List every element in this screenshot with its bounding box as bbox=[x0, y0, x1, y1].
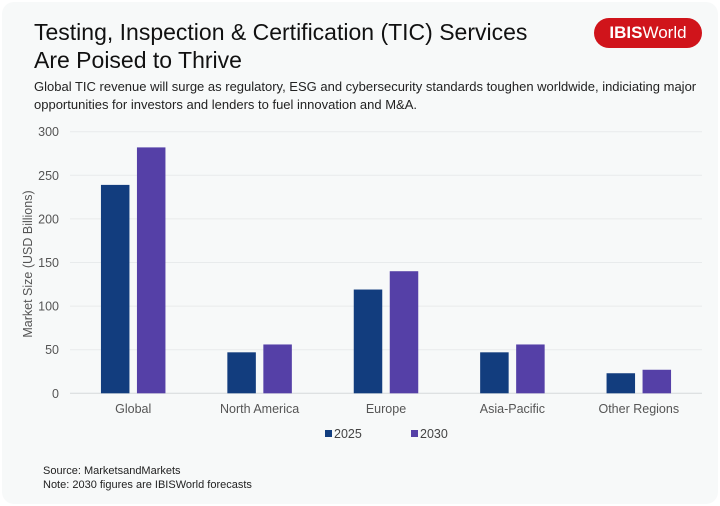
y-tick-label: 100 bbox=[38, 300, 59, 314]
bar-2030-asia-pacific bbox=[516, 344, 545, 394]
y-tick-label: 50 bbox=[45, 343, 59, 357]
forecast-note: Note: 2030 figures are IBISWorld forecas… bbox=[43, 479, 252, 491]
y-tick-label: 200 bbox=[38, 212, 59, 226]
title-line-2: Are Poised to Thrive bbox=[34, 47, 242, 73]
y-tick-label: 0 bbox=[52, 387, 59, 401]
subtitle-line-2: opportunities for investors and lenders … bbox=[34, 97, 418, 112]
y-tick-label: 300 bbox=[38, 125, 59, 139]
x-axis-ticks: Global North America Europe Asia-Pacific Oth… bbox=[115, 402, 679, 416]
logo-regular-text: World bbox=[642, 23, 687, 42]
x-tick-label: Global bbox=[115, 402, 151, 416]
bar-2025-asia-pacific bbox=[480, 352, 509, 394]
y-tick-label: 250 bbox=[38, 169, 59, 183]
y-axis-ticks: 0 50 100 150 200 250 300 bbox=[38, 125, 59, 401]
legend: 2025 2030 bbox=[325, 427, 448, 441]
x-tick-label: Other Regions bbox=[598, 402, 679, 416]
bar-2030-global bbox=[136, 147, 166, 394]
subtitle-line-1: Global TIC revenue will surge as regulat… bbox=[34, 79, 697, 94]
legend-label-2025: 2025 bbox=[334, 427, 362, 441]
source-note: Source: MarketsandMarkets bbox=[43, 465, 181, 477]
chart-title: Testing, Inspection & Certification (TIC… bbox=[34, 18, 574, 74]
bar-2025-other-regions bbox=[606, 373, 636, 394]
bar-2030-other-regions bbox=[642, 369, 672, 394]
bar-2025-global bbox=[100, 184, 130, 394]
x-tick-label: Europe bbox=[366, 402, 406, 416]
legend-swatch-2025 bbox=[325, 430, 332, 437]
legend-swatch-2030 bbox=[411, 430, 418, 437]
gridlines bbox=[70, 131, 702, 394]
bar-2030-north-america bbox=[263, 344, 292, 394]
y-tick-label: 150 bbox=[38, 256, 59, 270]
x-tick-label: Asia-Pacific bbox=[480, 402, 545, 416]
bar-2025-europe bbox=[353, 289, 383, 394]
chart-footer: Source: MarketsandMarkets Note: 2030 fig… bbox=[43, 464, 252, 492]
legend-label-2030: 2030 bbox=[420, 427, 448, 441]
chart-subtitle: Global TIC revenue will surge as regulat… bbox=[34, 78, 704, 114]
ibisworld-logo: IBISWorld bbox=[594, 18, 702, 48]
bar-2030-europe bbox=[389, 271, 419, 394]
logo-bold-text: IBIS bbox=[609, 23, 643, 42]
y-axis-label: Market Size (USD Billions) bbox=[21, 190, 35, 337]
x-tick-label: North America bbox=[220, 402, 299, 416]
bar-2025-north-america bbox=[227, 352, 256, 394]
bars bbox=[100, 147, 672, 394]
title-line-1: Testing, Inspection & Certification (TIC… bbox=[34, 19, 528, 45]
